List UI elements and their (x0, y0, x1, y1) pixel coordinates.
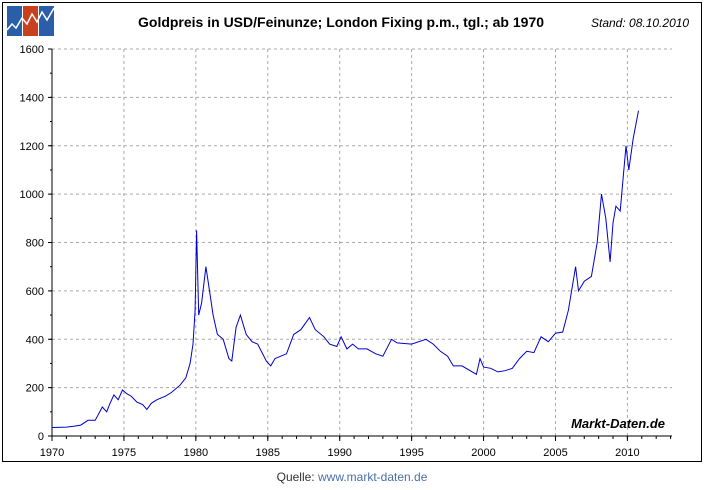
logo (6, 6, 55, 36)
axes: 0 200 400 600 800 1000 1200 1400 1600 1970 1975 198… (20, 44, 672, 459)
y-tick-label: 0 (38, 431, 44, 443)
source-link[interactable]: www.markt-daten.de (317, 470, 428, 484)
x-tick-label: 1980 (184, 447, 208, 459)
logo-square-1 (7, 6, 22, 36)
y-tick-label: 1000 (20, 189, 44, 201)
x-tick-label: 2000 (471, 447, 495, 459)
x-tick-label: 1995 (399, 447, 423, 459)
y-tick-label: 1400 (20, 92, 44, 104)
x-tick-label: 1975 (112, 447, 136, 459)
x-tick-label: 1970 (40, 447, 64, 459)
y-tick-label: 1600 (20, 44, 44, 56)
y-tick-label: 200 (26, 383, 44, 395)
source-label: Quelle: (276, 470, 315, 484)
logo-zigzag (6, 7, 55, 31)
footer: Quelle: www.markt-daten.de (0, 470, 704, 484)
chart-frame (2, 2, 702, 462)
logo-square-2 (23, 6, 38, 36)
x-tick-label: 1990 (327, 447, 351, 459)
date-stamp: Stand: 08.10.2010 (591, 16, 690, 30)
y-tick-label: 800 (26, 238, 44, 250)
x-tick-label: 2005 (543, 447, 567, 459)
chart-title: Goldpreis in USD/Feinunze; London Fixing… (138, 14, 545, 30)
y-tick-label: 400 (26, 334, 44, 346)
grid (52, 48, 672, 436)
y-tick-label: 1200 (20, 141, 44, 153)
x-tick-label: 1985 (256, 447, 280, 459)
gold-price-line (51, 110, 639, 428)
watermark: Markt-Daten.de (571, 416, 665, 431)
x-tick-label: 2010 (615, 447, 639, 459)
y-tick-label: 600 (26, 286, 44, 298)
